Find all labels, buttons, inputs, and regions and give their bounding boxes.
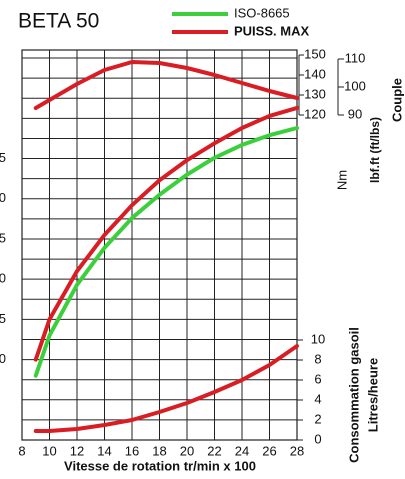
torque-title: Couple (389, 78, 404, 122)
y4-axis-tick-label: 10 (311, 331, 325, 346)
x-tick-label: 14 (97, 443, 111, 458)
y-tick-label: 25 (0, 230, 6, 245)
series-line (33, 60, 299, 110)
x-tick-label: 16 (125, 443, 139, 458)
x-tick-label: 18 (152, 443, 166, 458)
legend-label: ISO-8665 (234, 5, 290, 20)
chart-title: BETA 50 (18, 10, 99, 33)
y-tick-label: 35 (0, 150, 6, 165)
legend-label: PUISS. MAX (234, 23, 309, 38)
y3-axis-label: lbf.ft (ft/lbs) (368, 117, 382, 183)
y-tick-label: 10 (0, 351, 6, 366)
y3-axis-tick-label: 100 (344, 78, 366, 93)
x-tick-label: 28 (290, 443, 304, 458)
x-tick-label: 20 (180, 443, 194, 458)
series-line (33, 126, 299, 378)
y-tick-label: 20 (0, 271, 6, 286)
y2-axis-tick-label: 140 (304, 66, 326, 81)
x-tick-label: 10 (42, 443, 56, 458)
y2-axis-label: Nm (334, 170, 349, 190)
y4-axis-tick-label: 8 (314, 351, 321, 366)
x-axis-label: Vitesse de rotation tr/min x 100 (64, 458, 256, 473)
y2-axis-tick-label: 150 (304, 46, 326, 61)
series-line (33, 105, 299, 362)
x-tick-label: 22 (207, 443, 221, 458)
series-line (33, 344, 299, 433)
y4-axis-tick-label: 6 (314, 371, 321, 386)
y4-axis-tick-label: 0 (314, 431, 321, 446)
x-tick-label: 26 (262, 443, 276, 458)
y4-axis-tick-label: 2 (314, 411, 321, 426)
y3-axis-tick-label: 110 (345, 50, 366, 65)
x-tick-label: 12 (70, 443, 84, 458)
x-tick-label: 24 (235, 443, 249, 458)
y-tick-label: 30 (0, 190, 6, 205)
y4-axis-tick-label: 4 (314, 391, 321, 406)
y4-axis-label: Consommation gasoil (346, 327, 361, 463)
y4-axis-label: Litres/heure (365, 358, 380, 432)
plot-frame (21, 49, 298, 441)
y3-axis-tick-label: 90 (348, 106, 362, 121)
y-tick-label: 15 (0, 311, 6, 326)
y2-axis-tick-label: 120 (304, 106, 326, 121)
x-tick-label: 8 (18, 443, 25, 458)
y2-axis-tick-label: 130 (304, 86, 326, 101)
